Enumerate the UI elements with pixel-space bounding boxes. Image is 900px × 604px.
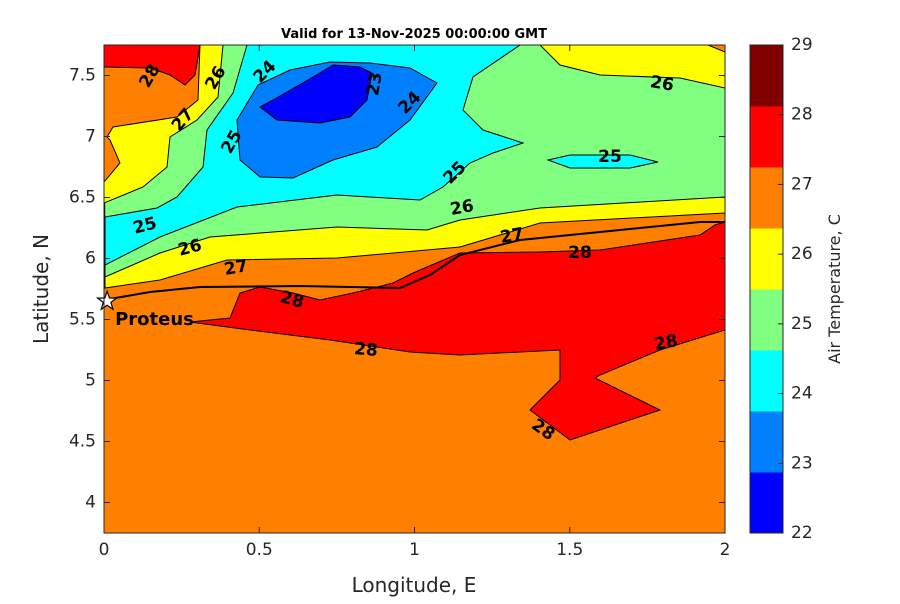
- x-tick-label: 1.5: [556, 540, 583, 560]
- region-below-23: [259, 64, 373, 124]
- station-star-icon: [95, 289, 119, 311]
- region-topright-27-28: [707, 45, 725, 53]
- chart-title: Valid for 13-Nov-2025 00:00:00 GMT: [281, 27, 547, 42]
- region-south-above-28: [189, 221, 725, 441]
- colorbar-tick-label: 27: [791, 174, 813, 194]
- axes: 0 0.5 1 1.5 2 4 4.5 5 5.5 6 6.5 7 7.5: [69, 44, 731, 560]
- colorbar-tick-label: 26: [791, 244, 813, 264]
- x-tick-label: 0: [99, 540, 110, 560]
- contour-label: 27: [223, 256, 250, 280]
- y-tick-label: 5.5: [69, 310, 96, 330]
- x-tick-label: 0.5: [246, 540, 273, 560]
- contour-label: 28: [653, 331, 680, 355]
- contour-label: 26: [449, 196, 476, 220]
- y-tick-label: 6: [85, 249, 96, 269]
- colorbar-label: Air Temperature, C: [825, 214, 844, 364]
- colorbar-tick-label: 24: [791, 384, 813, 404]
- colorbar: 22 23 24 25 26 27 28 29: [749, 35, 813, 543]
- colorbar-band: [750, 167, 783, 229]
- colorbar-tick-label: 23: [791, 453, 813, 473]
- y-tick-label: 4: [85, 493, 96, 513]
- colorbar-band: [750, 472, 783, 534]
- region-east-24-25: [546, 154, 659, 169]
- y-tick-label: 7: [85, 127, 96, 147]
- x-tick-label: 1: [409, 540, 420, 560]
- y-tick-label: 7.5: [69, 66, 96, 86]
- x-tick-label: 2: [720, 540, 731, 560]
- colorbar-tick-label: 25: [791, 314, 813, 334]
- contour-label: 26: [649, 72, 676, 96]
- station-label: Proteus: [115, 309, 194, 330]
- colorbar-band: [750, 228, 783, 290]
- y-axis-label: Latitude, N: [29, 234, 53, 344]
- colorbar-band: [750, 350, 783, 412]
- x-axis-label: Longitude, E: [352, 573, 477, 597]
- colorbar-tick-label: 29: [791, 35, 813, 55]
- region-topleft-above-28: [104, 45, 201, 86]
- colorbar-band: [750, 45, 783, 107]
- colorbar-tick-label: 28: [791, 105, 813, 125]
- y-tick-label: 5: [85, 371, 96, 391]
- contour-fills: [104, 45, 725, 533]
- contour-label: 23: [363, 71, 387, 98]
- region-topright-26-27: [539, 45, 725, 89]
- colorbar-band: [750, 411, 783, 473]
- contour-label: 28: [568, 243, 592, 263]
- contour-label: 28: [353, 339, 378, 361]
- contour-label: 25: [598, 147, 622, 167]
- y-tick-label: 4.5: [69, 432, 96, 452]
- coastline: [104, 221, 725, 301]
- colorbar-tick-label: 22: [791, 523, 813, 543]
- contour-label: 27: [499, 224, 526, 248]
- colorbar-frame: [749, 44, 784, 534]
- y-tick-label: 6.5: [69, 188, 96, 208]
- colorbar-band: [750, 289, 783, 351]
- colorbar-band: [750, 106, 783, 168]
